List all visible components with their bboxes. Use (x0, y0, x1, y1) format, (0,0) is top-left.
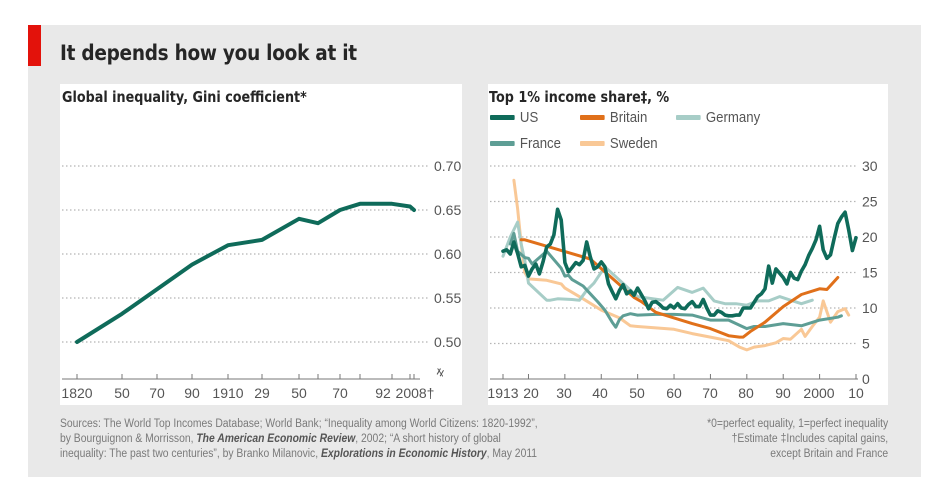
gini-x-tick-label: 1910 (212, 385, 243, 401)
gini-x-tick-label: 50 (114, 385, 130, 401)
legend-item-sweden: Sweden (580, 135, 658, 152)
legend-item-germany: Germany (676, 109, 760, 126)
top1-x-tick-label: 2000 (803, 385, 834, 401)
top1-y-tick-label: 25 (862, 194, 878, 210)
legend-label-sweden: Sweden (609, 135, 658, 152)
gini-x-tick-label: 29 (254, 385, 270, 401)
legend-swatch-france (490, 141, 515, 146)
sources-line-1: Sources: The World Top Incomes Database;… (60, 418, 538, 430)
page-title: It depends how you look at it (60, 41, 357, 65)
gini-x-tick-label: 90 (184, 385, 200, 401)
sources-line-3-tail: , May 2011 (486, 448, 538, 460)
gini-series-line (75, 201, 416, 344)
sources-line-3-text: inequality: The past two centuries”, by … (60, 448, 321, 460)
legend-swatch-us (490, 115, 515, 120)
gini-x-tick-label: 70 (149, 385, 165, 401)
sources-line-2: by Bourguignon & Morrisson, The American… (60, 432, 538, 447)
gini-x-tick-label: 2008† (396, 385, 435, 401)
gini-y-tick-label: 0.50 (434, 334, 461, 350)
top1-chart-title: Top 1% income share‡, % (489, 88, 670, 106)
legend-label-us: US (519, 109, 539, 126)
sources-note: Sources: The World Top Incomes Database;… (60, 417, 538, 462)
legend-swatch-sweden (580, 141, 605, 146)
gini-x-tick-label: 1820 (61, 385, 92, 401)
footnote-capital-gains: except Britain and France (770, 448, 888, 460)
top1-x-tick-label: 70 (702, 385, 718, 401)
gini-x-tick-label: 50 (291, 385, 307, 401)
top1-x-tick-label: 40 (592, 385, 608, 401)
top1-y-tick-label: 0 (862, 371, 870, 387)
top1-x-tick-label: 50 (629, 385, 645, 401)
gini-y-tick-label: 0.60 (434, 246, 461, 262)
gini-y-tick-label: 0.65 (434, 202, 461, 218)
accent-bar (28, 25, 41, 66)
footnote-estimate: †Estimate ‡Includes capital gains, (731, 433, 888, 445)
top1-y-tick-label: 10 (862, 300, 878, 316)
legend-item-france: France (490, 135, 561, 152)
gini-panel (60, 84, 462, 405)
top1-x-tick-label: 90 (775, 385, 791, 401)
legend-label-germany: Germany (705, 109, 761, 126)
gini-chart-title: Global inequality, Gini coefficient* (62, 88, 307, 106)
top1-series-line-us (501, 207, 858, 318)
gini-x-tick-label: 92 (375, 385, 391, 401)
legend-item-us: US (490, 109, 538, 126)
footnote-gini: *0=perfect equality, 1=perfect inequalit… (706, 418, 888, 430)
sources-line-2-tail: , 2002; “A short history of global (355, 433, 501, 445)
top1-x-tick-label: 1913 (487, 385, 518, 401)
gini-y-tick-label: 0.70 (434, 158, 461, 174)
journal-name-eeh: Explorations in Economic History (320, 448, 487, 460)
sources-line-3: inequality: The past two centuries”, by … (60, 447, 538, 462)
top1-series-line-france (508, 231, 843, 331)
top1-x-tick-label: 30 (556, 385, 572, 401)
top1-series-line-germany (501, 220, 814, 307)
gini-x-tick-label: 70 (332, 385, 348, 401)
legend-label-france: France (519, 135, 562, 152)
sources-line-2-text: by Bourguignon & Morrisson, (60, 433, 197, 445)
top1-y-tick-label: 15 (862, 265, 878, 281)
top1-y-tick-label: 20 (862, 229, 878, 245)
top1-y-tick-label: 5 (862, 336, 870, 352)
top1-x-tick-label: 20 (523, 385, 539, 401)
top1-x-tick-label: 60 (666, 385, 682, 401)
legend-swatch-britain (580, 115, 605, 120)
legend-item-britain: Britain (580, 109, 647, 126)
top1-x-tick-label: 10 (848, 385, 864, 401)
axis-break-icon: ≠ (431, 365, 449, 380)
gini-y-tick-label: 0.55 (434, 290, 461, 306)
top1-series-line-britain (519, 238, 840, 339)
legend-label-britain: Britain (609, 109, 648, 126)
footnotes: *0=perfect equality, 1=perfect inequalit… (707, 417, 888, 462)
top1-y-tick-label: 30 (862, 158, 878, 174)
top1-x-tick-label: 80 (738, 385, 754, 401)
legend-swatch-germany (676, 115, 701, 120)
journal-name-aer: The American Economic Review (196, 433, 356, 445)
